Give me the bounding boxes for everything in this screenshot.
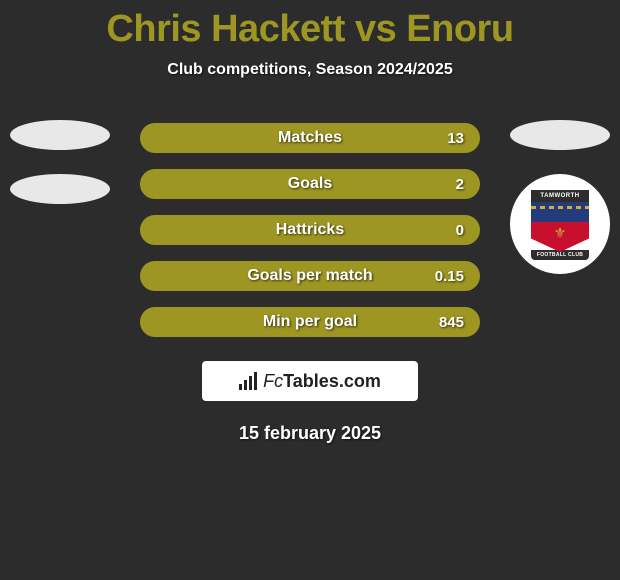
branding-box[interactable]: FcTables.com xyxy=(202,361,418,401)
stat-bar-goals: Goals 2 xyxy=(140,169,480,199)
stat-value: 2 xyxy=(456,176,464,193)
left-player-badges xyxy=(10,120,110,228)
stat-bar-matches: Matches 13 xyxy=(140,123,480,153)
stat-value: 13 xyxy=(447,130,464,147)
stat-value: 0.15 xyxy=(435,268,464,285)
bar-chart-icon xyxy=(239,372,257,390)
page-title: Chris Hackett vs Enoru xyxy=(0,0,620,51)
stats-bars: Matches 13 Goals 2 Hattricks 0 Goals per… xyxy=(140,123,480,337)
crest-top-label: TAMWORTH xyxy=(531,190,589,202)
stat-value: 0 xyxy=(456,222,464,239)
stat-value: 845 xyxy=(439,314,464,331)
stat-label: Goals per match xyxy=(247,267,372,285)
stat-label: Matches xyxy=(278,129,342,147)
stat-bar-goals-per-match: Goals per match 0.15 xyxy=(140,261,480,291)
right-player-badges: TAMWORTH ⚜ FOOTBALL CLUB xyxy=(510,120,610,274)
subtitle: Club competitions, Season 2024/2025 xyxy=(0,61,620,79)
branding-text: FcTables.com xyxy=(263,371,381,392)
club-placeholder-icon xyxy=(10,174,110,204)
shield-icon: ⚜ xyxy=(531,202,589,250)
stat-label: Hattricks xyxy=(276,221,344,239)
stat-bar-hattricks: Hattricks 0 xyxy=(140,215,480,245)
stat-label: Goals xyxy=(288,175,332,193)
stat-label: Min per goal xyxy=(263,313,357,331)
player-placeholder-icon xyxy=(10,120,110,150)
stat-bar-min-per-goal: Min per goal 845 xyxy=(140,307,480,337)
player-placeholder-icon xyxy=(510,120,610,150)
footer-date: 15 february 2025 xyxy=(0,423,620,444)
club-crest: TAMWORTH ⚜ FOOTBALL CLUB xyxy=(510,174,610,274)
